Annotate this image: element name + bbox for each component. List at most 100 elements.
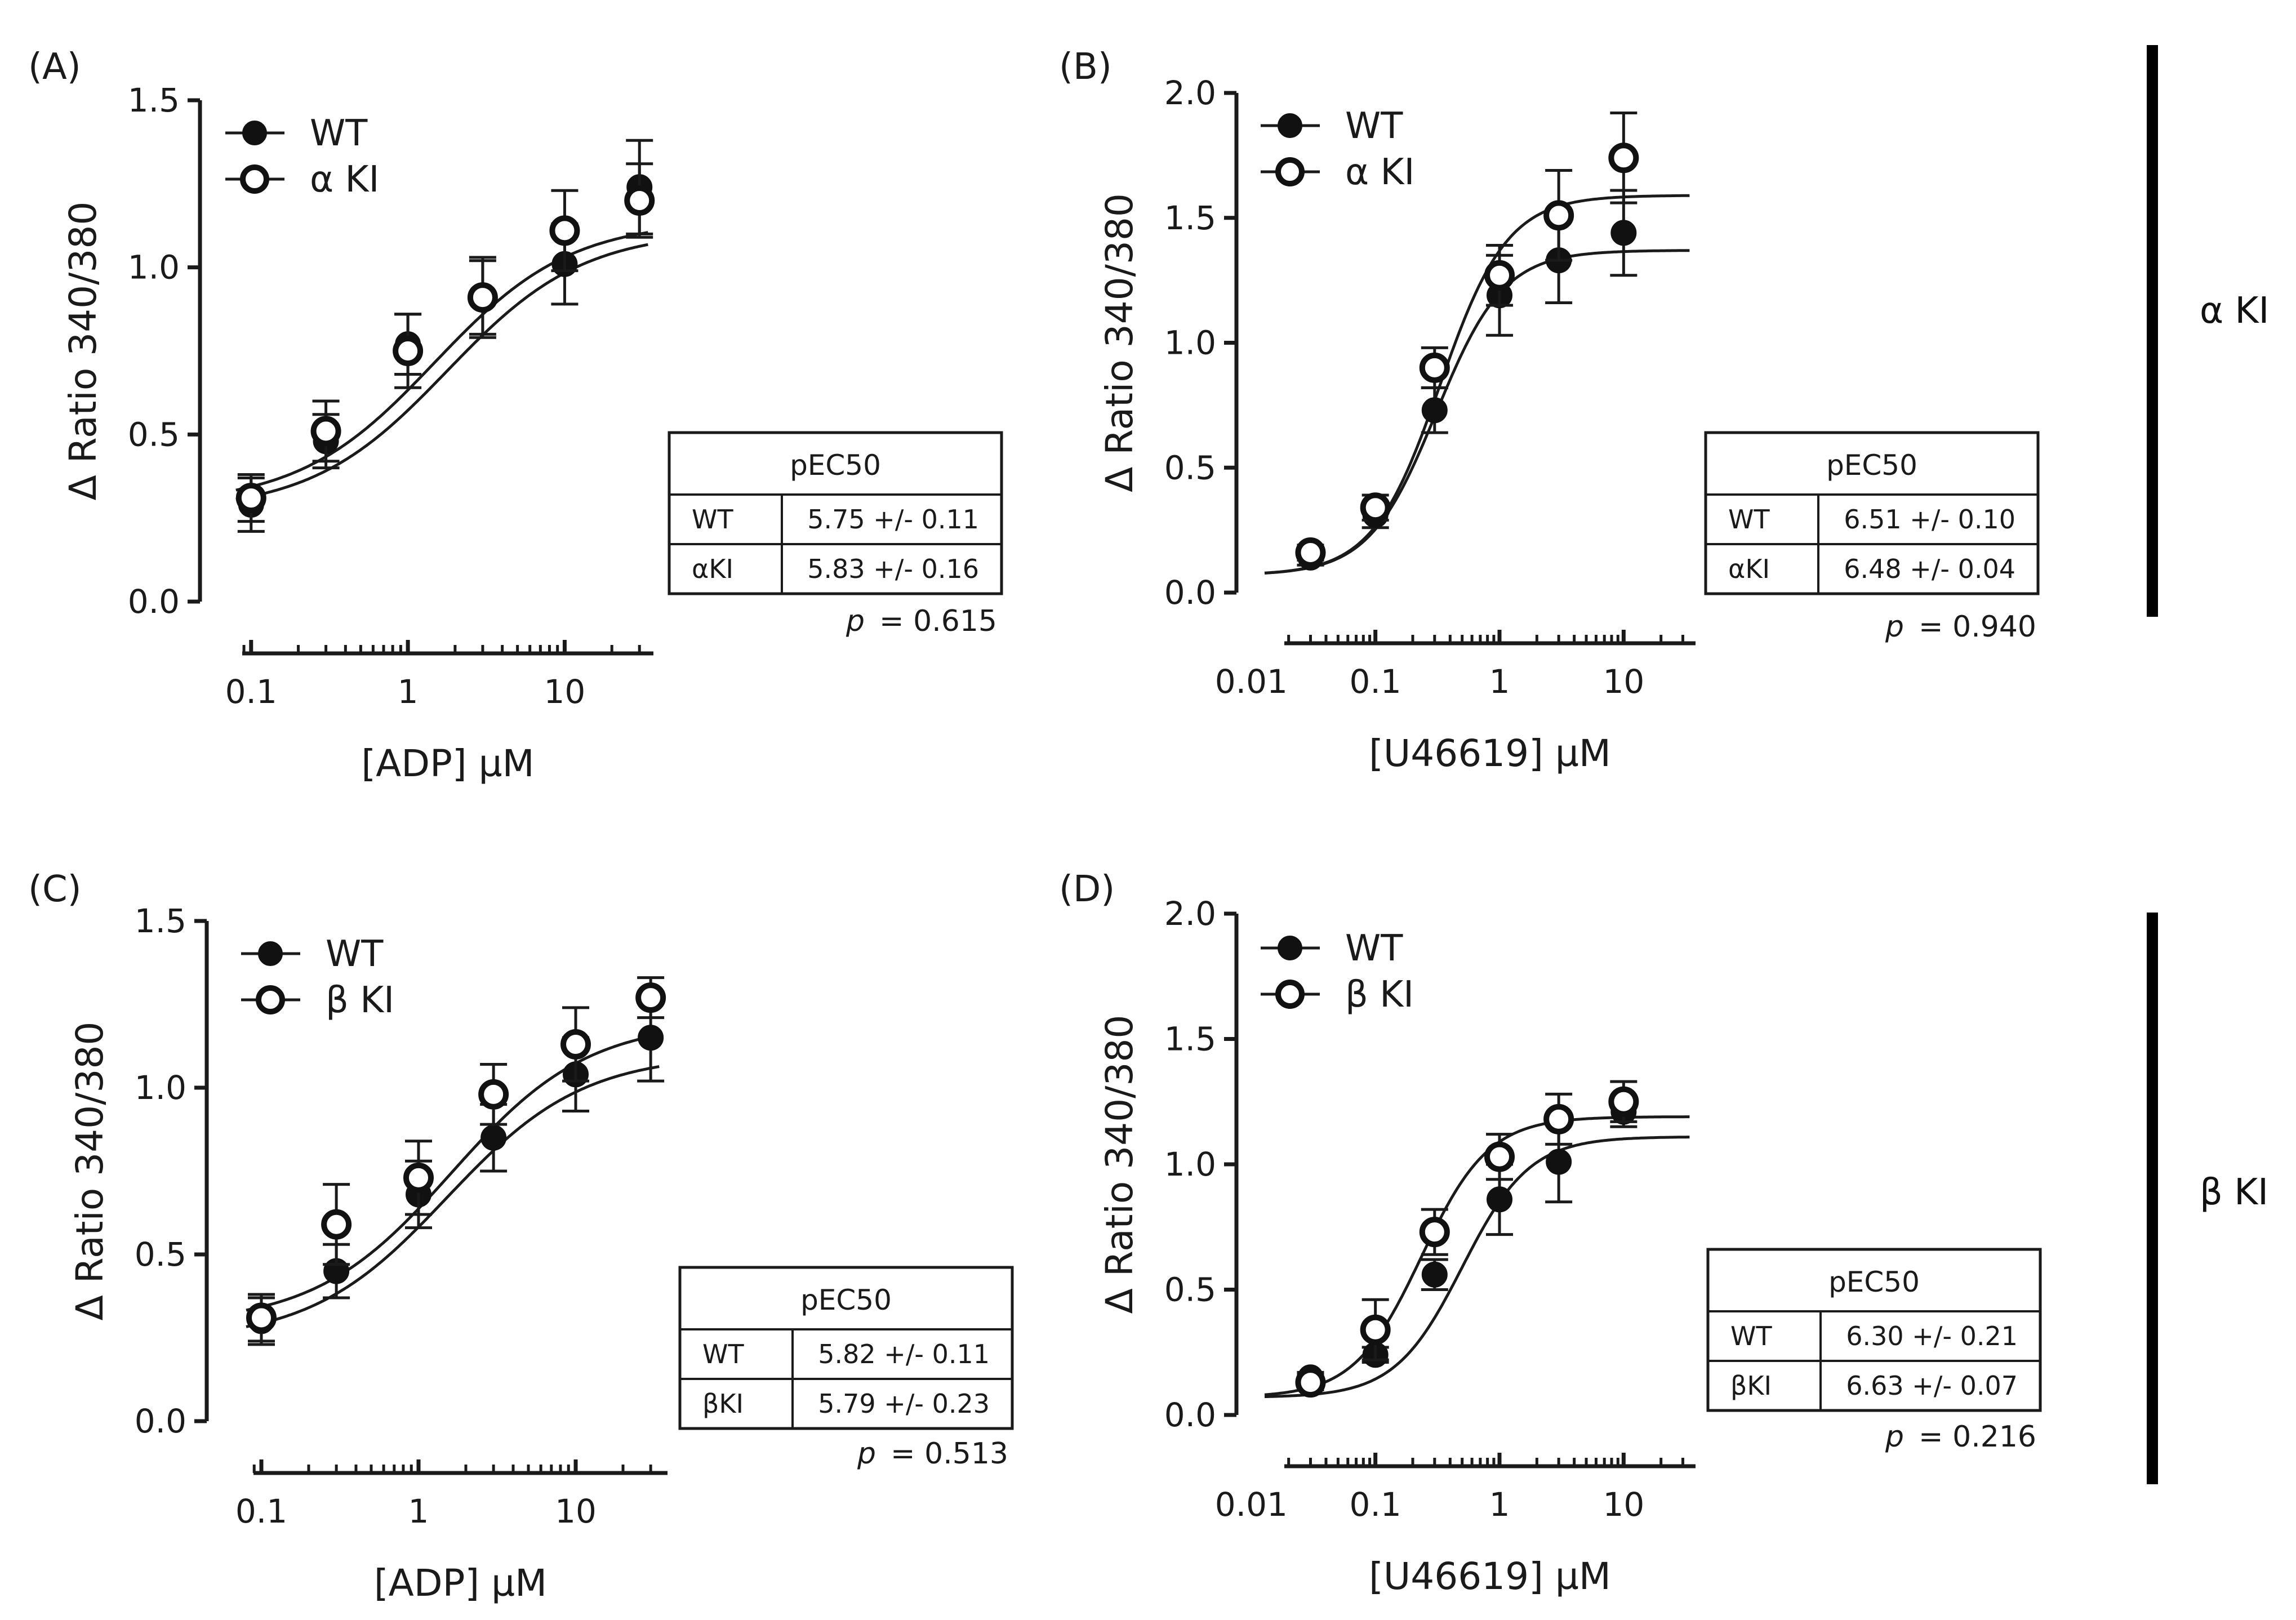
- data-point-ki: [1295, 1367, 1326, 1398]
- data-point-ki: [1419, 352, 1450, 383]
- x-tick-label: 0.01: [1215, 1485, 1288, 1524]
- data-point-ki: [1419, 1217, 1450, 1248]
- data-point-ki: [235, 483, 266, 514]
- table-row-value: 6.30 +/- 0.21: [1846, 1321, 2018, 1351]
- pec50-table: pEC50 WT 6.30 +/- 0.21 βKI 6.63 +/- 0.07: [1706, 1248, 2042, 1412]
- p-value: = 0.615: [879, 604, 997, 638]
- fit-curve-wt: [1264, 249, 1690, 575]
- x-tick-label: 10: [555, 1492, 597, 1530]
- fit-curve-wt: [1265, 1136, 1690, 1398]
- data-point-ki: [560, 1029, 591, 1060]
- table-row-value: 5.75 +/- 0.11: [807, 504, 979, 535]
- y-tick-label: 1.0: [135, 1069, 186, 1107]
- y-tick-label: 2.0: [1164, 74, 1216, 112]
- data-point-ki: [246, 1302, 277, 1333]
- table-row-value: 6.51 +/- 0.10: [1844, 504, 2015, 535]
- legend-label: WT: [1345, 105, 1403, 147]
- side-bar-alpha: [2147, 45, 2158, 617]
- x-axis-label: [ADP] µM: [374, 1561, 547, 1605]
- table-row-label: αKI: [1728, 554, 1770, 584]
- table-row-label: WT: [1730, 1321, 1772, 1351]
- side-label-beta: β KI: [2200, 1172, 2269, 1213]
- x-tick-label: 1: [1489, 1485, 1510, 1524]
- legend-label: WT: [326, 933, 384, 975]
- p-value: = 0.513: [891, 1437, 1008, 1471]
- y-tick-label: 0.0: [135, 1402, 186, 1440]
- data-point-ki: [1295, 537, 1326, 568]
- chart-panel-d: (D) 0.0 0.5 1.0 1.5 2.0 Δ Ratio 340/380 0.01 0.1…: [1059, 869, 2042, 1598]
- y-tick-label: 0.5: [1164, 448, 1216, 487]
- data-point-ki: [635, 982, 666, 1013]
- x-tick-label: 0.1: [1350, 1485, 1401, 1524]
- chart-panel-a: (A) 0.0 0.5 1.0 1.5 Δ Ratio 340/380 0.1 1 10 [ADP…: [28, 46, 1003, 785]
- data-point-ki: [1543, 200, 1574, 231]
- x-tick-label: 1: [398, 673, 419, 711]
- x-tick-label: 10: [544, 673, 586, 711]
- table-row-label: αKI: [692, 554, 733, 584]
- data-point-wt: [1546, 1149, 1572, 1175]
- table-header: pEC50: [790, 449, 881, 482]
- y-axis-label: Δ Ratio 340/380: [1098, 193, 1141, 492]
- legend-marker-ki: [1275, 980, 1305, 1009]
- legend-marker-ki: [256, 985, 285, 1014]
- p-value: = 0.216: [1919, 1420, 2036, 1454]
- legend-label: α KI: [1345, 152, 1414, 193]
- legend-marker-wt: [242, 121, 267, 145]
- legend-marker-wt: [258, 941, 283, 966]
- data-point-ki: [403, 1162, 434, 1193]
- data-point-wt: [638, 1025, 664, 1051]
- y-tick-label: 1.0: [128, 248, 180, 287]
- legend-label: α KI: [310, 159, 379, 201]
- table-header: pEC50: [800, 1284, 892, 1316]
- table-row-value: 6.48 +/- 0.04: [1844, 554, 2015, 584]
- table-row-label: βKI: [1730, 1370, 1772, 1401]
- fit-curve-ki: [235, 231, 648, 492]
- y-tick-label: 0.0: [1164, 1396, 1216, 1434]
- chart-panel-c: (C) 0.0 0.5 1.0 1.5 Δ Ratio 340/380 0.1 1 10[ADP…: [28, 869, 1014, 1605]
- table-row-label: WT: [1728, 504, 1770, 535]
- legend-label: WT: [310, 113, 368, 154]
- y-tick-label: 2.0: [1164, 894, 1216, 933]
- fit-curve-ki: [1264, 194, 1690, 575]
- y-tick-label: 0.5: [135, 1235, 186, 1274]
- side-bar-beta: [2147, 913, 2158, 1484]
- legend-label: WT: [1345, 928, 1403, 969]
- data-point-ki: [310, 416, 341, 447]
- p-label: p: [857, 1437, 876, 1471]
- panel-label: (B): [1059, 46, 1112, 88]
- fit-curve-ki: [246, 1033, 660, 1312]
- fit-curve-ki: [1264, 1115, 1690, 1396]
- legend-label: β KI: [326, 980, 394, 1021]
- data-point-ki: [1360, 492, 1391, 523]
- x-tick-label: 0.01: [1215, 662, 1288, 701]
- table-row-value: 6.63 +/- 0.07: [1846, 1370, 2018, 1401]
- chart-panel-b: (B) 0.0 0.5 1.0 1.5 2.0 Δ Ratio 340/380 0.01 0.1…: [1059, 46, 2040, 775]
- panel-label: (A): [28, 46, 81, 88]
- data-point-ki: [1484, 1141, 1515, 1172]
- x-tick-label: 0.1: [235, 1492, 287, 1530]
- legend-marker-wt: [1278, 113, 1302, 138]
- y-tick-label: 1.5: [128, 81, 180, 119]
- data-point-wt: [1421, 397, 1448, 424]
- x-tick-label: 0.1: [1350, 662, 1401, 701]
- data-point-ki: [1608, 143, 1639, 173]
- legend: WT β KI: [241, 933, 394, 1021]
- x-tick-label: 10: [1603, 1485, 1644, 1524]
- data-point-ki: [549, 215, 580, 246]
- data-point-wt: [1610, 220, 1637, 246]
- table-row-label: WT: [692, 504, 733, 535]
- table-border: [1706, 1248, 2042, 1412]
- data-point-ki: [393, 336, 424, 366]
- p-label: p: [1885, 610, 1904, 644]
- legend-marker-ki: [1275, 157, 1305, 186]
- x-tick-label: 0.1: [225, 673, 277, 711]
- fit-curve-wt: [246, 1065, 660, 1328]
- table-header: pEC50: [1826, 449, 1917, 482]
- data-point-wt: [480, 1124, 507, 1151]
- panel-label: (D): [1059, 869, 1115, 910]
- table-row-label: βKI: [702, 1388, 744, 1419]
- data-point-ki: [1360, 1314, 1391, 1345]
- y-axis-label: Δ Ratio 340/380: [61, 202, 105, 501]
- data-point-ki: [624, 185, 655, 216]
